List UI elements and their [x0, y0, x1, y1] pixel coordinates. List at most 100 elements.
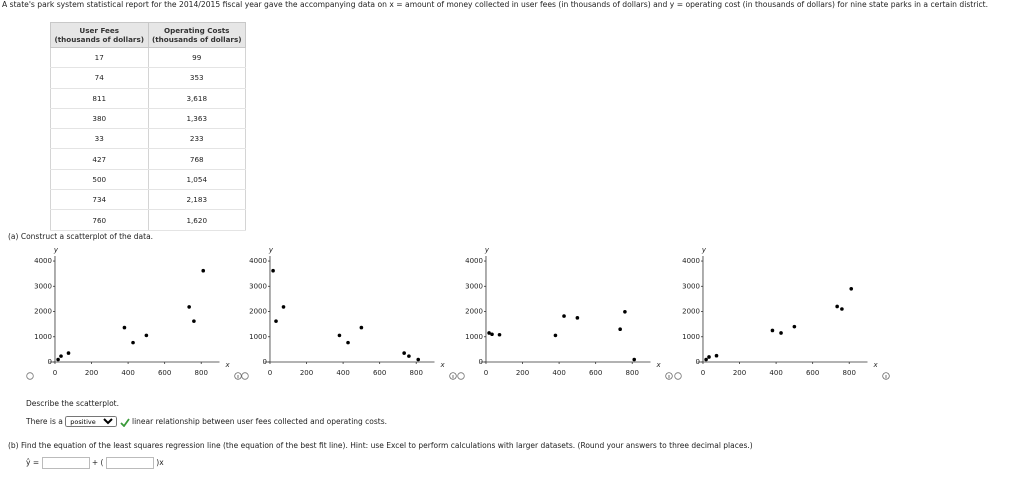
data-point — [201, 268, 206, 273]
describe-prompt: Describe the scatterplot. — [26, 399, 120, 408]
data-point — [707, 355, 711, 359]
y-tick-label: 2000 — [249, 308, 267, 316]
data-point — [623, 309, 627, 314]
equation-lhs: ŷ = — [26, 458, 40, 467]
x-tick-label: 600 — [158, 369, 171, 377]
data-table: User Fees (thousands of dollars) Operati… — [50, 22, 246, 231]
table-cell: 1,620 — [147, 209, 246, 231]
x-axis-label: x — [225, 361, 231, 369]
x-axis-label: x — [440, 361, 446, 369]
x-tick-label: 400 — [552, 369, 565, 377]
data-point — [274, 319, 278, 323]
data-point — [359, 325, 364, 330]
table-row: 380 1,363 — [50, 107, 246, 130]
y-tick-label: 2000 — [34, 308, 52, 316]
y-tick-label: 0 — [263, 358, 267, 366]
data-point — [59, 354, 63, 358]
x-tick-label: 800 — [410, 369, 423, 377]
x-tick-label: 200 — [85, 369, 98, 377]
x-tick-label: 0 — [701, 369, 705, 377]
data-point — [704, 357, 708, 362]
column-header: User Fees (thousands of dollars) — [50, 22, 149, 48]
y-tick-label: 0 — [48, 358, 52, 366]
y-tick-label: 2000 — [682, 308, 700, 316]
x-tick-label: 800 — [626, 369, 639, 377]
data-point — [271, 268, 275, 273]
y-tick-label: 0 — [696, 358, 700, 366]
data-point — [122, 325, 127, 330]
y-tick-label: 4000 — [249, 257, 267, 265]
data-point — [346, 340, 350, 345]
sentence-start: There is a — [26, 417, 63, 426]
radio-button[interactable] — [457, 372, 465, 380]
table-row: 74 353 — [50, 67, 246, 89]
part-b-prompt: (b) Find the equation of the least squar… — [8, 441, 753, 450]
y-tick-label: 4000 — [34, 257, 52, 265]
y-tick-label: 4000 — [682, 257, 700, 265]
y-axis-label: y — [484, 246, 490, 254]
radio-button[interactable] — [674, 372, 682, 380]
y-tick-label: 2000 — [465, 308, 483, 316]
data-point — [497, 332, 502, 337]
equation-tail: )x — [156, 458, 164, 467]
data-point — [56, 357, 60, 362]
y-axis-label: y — [268, 246, 274, 254]
data-point — [575, 316, 580, 320]
x-tick-label: 400 — [336, 369, 349, 377]
table-row: 734 2,183 — [50, 189, 246, 211]
data-point — [835, 304, 839, 309]
sentence-end: linear relationship between user fees co… — [132, 417, 388, 426]
table-row: 760 1,620 — [50, 209, 246, 231]
data-point — [792, 324, 797, 329]
x-tick-label: 200 — [733, 369, 746, 377]
x-tick-label: 800 — [843, 369, 856, 377]
radio-button[interactable] — [26, 372, 34, 380]
data-point — [407, 354, 411, 358]
y-tick-label: 1000 — [465, 333, 483, 341]
y-tick-label: 0 — [479, 358, 483, 366]
relationship-dropdown[interactable]: positive — [65, 416, 118, 427]
slope-input[interactable] — [105, 457, 154, 469]
x-tick-label: 0 — [484, 369, 488, 377]
data-point — [402, 351, 406, 355]
data-point — [562, 314, 566, 318]
data-point — [416, 357, 421, 362]
table-row: 17 99 — [50, 46, 246, 69]
data-point — [770, 328, 775, 333]
intercept-input[interactable] — [41, 457, 90, 469]
data-point — [490, 332, 494, 337]
intro: A state's park system statistical report… — [2, 0, 989, 9]
data-point — [281, 305, 286, 309]
data-point — [714, 353, 719, 358]
data-point — [779, 331, 783, 335]
x-tick-label: 0 — [268, 369, 272, 377]
y-tick-label: 1000 — [249, 333, 267, 341]
data-point — [131, 340, 135, 345]
table-body: 17 99 74 353 811 3,618 380 1,363 33 233 427 768 500 1… — [50, 46, 246, 231]
x-axis-label: x — [656, 361, 662, 369]
y-tick-label: 3000 — [34, 282, 52, 290]
x-tick-label: 400 — [769, 369, 782, 377]
check-icon — [119, 417, 130, 427]
radio-button[interactable] — [241, 372, 249, 380]
x-tick-label: 0 — [53, 369, 57, 377]
y-tick-label: 3000 — [682, 282, 700, 290]
x-tick-label: 400 — [121, 369, 134, 377]
data-point — [487, 331, 491, 335]
equation: ŷ = + ( )x — [26, 457, 164, 469]
y-tick-label: 1000 — [682, 333, 700, 341]
y-axis-label: y — [701, 246, 707, 254]
table-cell: 1,363 — [147, 107, 246, 130]
data-point — [192, 319, 196, 323]
data-point — [632, 357, 637, 362]
describe-sentence: There is a positive linear relationship … — [26, 416, 387, 427]
x-tick-label: 600 — [589, 369, 602, 377]
y-axis-label: y — [53, 246, 59, 254]
data-point — [849, 287, 854, 291]
y-tick-label: 3000 — [465, 282, 483, 290]
table-row: 500 1,054 — [50, 168, 246, 191]
x-tick-label: 200 — [300, 369, 313, 377]
data-point — [618, 327, 622, 331]
data-point — [66, 351, 71, 355]
